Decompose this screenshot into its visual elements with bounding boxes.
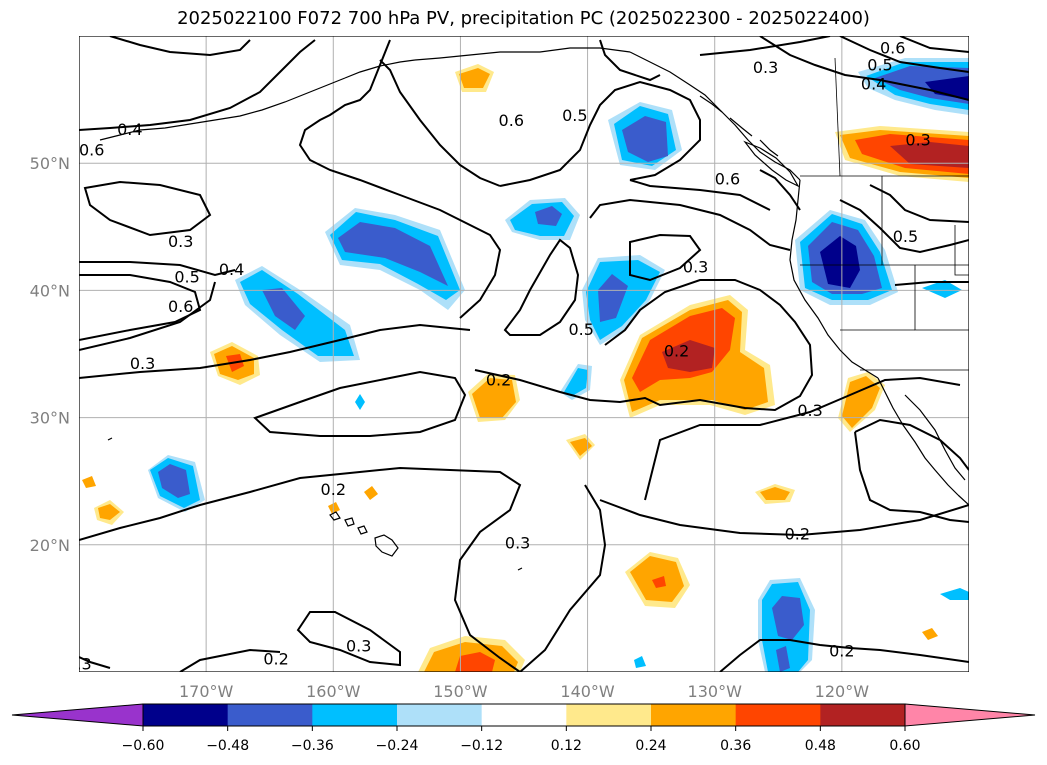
colorbar-tick-label: 0.36 [720, 738, 751, 754]
precip-blob [820, 236, 860, 288]
colorbar-tick-label: 0.24 [635, 738, 666, 754]
precip-blob [940, 588, 969, 600]
contour-label: 0.2 [486, 371, 511, 390]
contour-label: 0.2 [664, 341, 689, 360]
precip-blob [598, 274, 628, 322]
contour-label: 0.5 [174, 268, 199, 287]
precip-blob [364, 486, 378, 500]
colorbar-segment [735, 704, 821, 726]
contour-label: 0.6 [715, 170, 740, 189]
contour-label: 0.2 [263, 649, 288, 668]
precip-blob [535, 206, 562, 226]
contour-label: 0.6 [168, 297, 193, 316]
colorbar-extend-high [904, 703, 1036, 727]
colorbar-tick-label: −0.60 [122, 738, 165, 754]
pv-contours [79, 36, 969, 672]
colorbar-tick-label: 0.48 [805, 738, 836, 754]
precip-blob [776, 646, 790, 672]
colorbar-segment [143, 704, 229, 726]
contour-labels: 0.60.40.30.5 0.40.60.30.20.20.30.30.20.30… [66, 39, 931, 673]
contour-label: 0.3 [168, 232, 193, 251]
colorbar-segment [227, 704, 313, 726]
contour-label: 0.6 [880, 39, 905, 58]
precip-blob [922, 280, 962, 298]
contour-label: 0.5 [562, 106, 587, 125]
contour-label: 0.4 [117, 120, 142, 139]
precip-blob [98, 504, 120, 520]
contour-label: 0.5 [867, 55, 892, 74]
precip-blob [472, 378, 516, 418]
precip-blob [922, 628, 938, 640]
contour-label: 0.3 [66, 654, 91, 673]
contour-label: 0.4 [861, 74, 886, 93]
longitude-tick-label: 150°W [433, 682, 488, 701]
latitude-tick-label: 30°N [30, 409, 70, 428]
colorbar-extend-low [11, 703, 144, 727]
precip-blob [455, 652, 495, 672]
latitude-tick-label: 40°N [30, 281, 70, 300]
precip-blob [570, 438, 592, 456]
latitude-tick-label: 50°N [30, 154, 70, 173]
colorbar-tick-label: 0.60 [889, 738, 920, 754]
contour-label: 0.2 [829, 642, 854, 661]
precip-blob [622, 116, 668, 162]
latitude-tick-label: 20°N [30, 536, 70, 555]
map-title: 2025022100 F072 700 hPa PV, precipitatio… [177, 8, 870, 29]
colorbar-segment [566, 704, 652, 726]
contour-label: 0.3 [753, 58, 778, 77]
precip-blob [459, 68, 490, 88]
colorbar-tick-label: 0.12 [551, 738, 582, 754]
colorbar: −0.60 −0.48 −0.36 −0.24 −0.12 0.12 0.24 0.36 0.4… [11, 703, 1036, 754]
contour-label: 0.6 [79, 140, 104, 159]
contour-label: 0.6 [499, 111, 524, 130]
precip-blob [634, 656, 646, 668]
contour-label: 0.3 [346, 637, 371, 656]
longitude-tick-labels: 170°W 160°W 150°W 140°W 130°W 120°W [179, 682, 869, 701]
colorbar-segment [397, 704, 483, 726]
colorbar-tick-label: −0.48 [206, 738, 249, 754]
precip-blob [262, 288, 305, 330]
contour-label: 0.3 [130, 354, 155, 373]
longitude-tick-label: 160°W [306, 682, 361, 701]
precip-blob [328, 502, 340, 514]
contour-label: 0.5 [568, 320, 593, 339]
colorbar-segment [312, 704, 398, 726]
longitude-tick-label: 120°W [815, 682, 870, 701]
colorbar-segment [651, 704, 737, 726]
precip-blob [662, 340, 715, 372]
precip-blob [158, 464, 190, 498]
precip-blob [82, 476, 96, 488]
precip-blob [338, 222, 448, 286]
colorbar-tick-label: −0.12 [460, 738, 503, 754]
colorbar-tick-label: −0.36 [291, 738, 334, 754]
precip-blob [760, 487, 790, 500]
contour-label: 0.5 [893, 227, 918, 246]
precip-blob [925, 76, 969, 100]
precip-blob [564, 368, 588, 396]
contour-label: 0.3 [797, 401, 822, 420]
colorbar-segment [820, 704, 906, 726]
contour-label: 0.3 [505, 534, 530, 553]
contour-label: 0.4 [219, 260, 244, 279]
contour-label: 0.2 [321, 480, 346, 499]
precip-blob [355, 394, 365, 410]
precip-blob [772, 596, 804, 640]
precipitation-shading [82, 58, 969, 672]
latitude-tick-labels: 20°N 30°N 40°N 50°N [30, 154, 70, 555]
political-borders [800, 57, 969, 371]
coastlines [99, 47, 969, 571]
precip-blob [652, 576, 666, 588]
colorbar-segment [481, 704, 567, 726]
precip-blob [842, 376, 880, 428]
contour-label: 0.2 [785, 525, 810, 544]
longitude-tick-label: 130°W [688, 682, 743, 701]
contour-label: 0.3 [905, 130, 930, 149]
contour-label: 0.3 [683, 258, 708, 277]
precip-blob [890, 142, 969, 168]
colorbar-tick-label: −0.24 [376, 738, 419, 754]
longitude-tick-label: 140°W [560, 682, 615, 701]
map-gridlines [79, 36, 969, 672]
longitude-tick-label: 170°W [179, 682, 234, 701]
